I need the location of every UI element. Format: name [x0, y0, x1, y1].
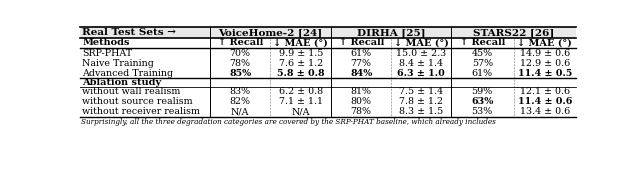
Text: Real Test Sets →: Real Test Sets → [83, 28, 177, 37]
Text: 14.9 ± 0.6: 14.9 ± 0.6 [520, 49, 570, 58]
Text: without source realism: without source realism [83, 97, 193, 106]
Text: ↓ MAE (°): ↓ MAE (°) [273, 39, 328, 47]
Text: 85%: 85% [229, 69, 252, 78]
Text: ↑ Recall: ↑ Recall [339, 39, 384, 47]
Text: N/A: N/A [231, 107, 250, 116]
Text: 77%: 77% [351, 59, 372, 68]
Text: N/A: N/A [291, 107, 310, 116]
Text: 82%: 82% [230, 97, 251, 106]
Text: 7.1 ± 1.1: 7.1 ± 1.1 [279, 97, 323, 106]
Text: 61%: 61% [472, 69, 493, 78]
Text: 12.1 ± 0.6: 12.1 ± 0.6 [520, 87, 570, 96]
Text: without receiver realism: without receiver realism [83, 107, 200, 116]
Text: 13.4 ± 0.6: 13.4 ± 0.6 [520, 107, 570, 116]
Text: 59%: 59% [472, 87, 493, 96]
Text: 7.8 ± 1.2: 7.8 ± 1.2 [399, 97, 444, 106]
Text: 7.6 ± 1.2: 7.6 ± 1.2 [278, 59, 323, 68]
Text: ↑ Recall: ↑ Recall [460, 39, 505, 47]
Text: SRP-PHAT: SRP-PHAT [83, 49, 132, 58]
Text: DIRHA [25]: DIRHA [25] [356, 28, 425, 37]
Bar [80, 27, 576, 38]
Text: 81%: 81% [351, 87, 372, 96]
Text: 12.9 ± 0.6: 12.9 ± 0.6 [520, 59, 570, 68]
Text: 6.2 ± 0.8: 6.2 ± 0.8 [278, 87, 323, 96]
Text: 5.8 ± 0.8: 5.8 ± 0.8 [277, 69, 324, 78]
Text: 9.9 ± 1.5: 9.9 ± 1.5 [278, 49, 323, 58]
Text: 11.4 ± 0.6: 11.4 ± 0.6 [518, 97, 572, 106]
Text: ↑ Recall: ↑ Recall [218, 39, 263, 47]
Text: Methods: Methods [83, 39, 130, 47]
Text: 6.3 ± 1.0: 6.3 ± 1.0 [397, 69, 445, 78]
Text: Ablation study: Ablation study [83, 78, 162, 87]
Text: 57%: 57% [472, 59, 493, 68]
Text: 15.0 ± 2.3: 15.0 ± 2.3 [396, 49, 446, 58]
Text: Advanced Training: Advanced Training [83, 69, 173, 78]
Text: 61%: 61% [351, 49, 372, 58]
Text: 11.4 ± 0.5: 11.4 ± 0.5 [518, 69, 572, 78]
Text: 70%: 70% [230, 49, 251, 58]
Text: 84%: 84% [350, 69, 372, 78]
Text: Naive Training: Naive Training [83, 59, 154, 68]
Text: 78%: 78% [230, 59, 251, 68]
Text: ↓ MAE (°): ↓ MAE (°) [394, 39, 449, 47]
Text: 63%: 63% [471, 97, 493, 106]
Text: VoiceHome-2 [24]: VoiceHome-2 [24] [218, 28, 323, 37]
Text: 83%: 83% [230, 87, 251, 96]
Text: 8.4 ± 1.4: 8.4 ± 1.4 [399, 59, 444, 68]
Text: ↓ MAE (°): ↓ MAE (°) [517, 39, 572, 47]
Text: 7.5 ± 1.4: 7.5 ± 1.4 [399, 87, 444, 96]
Text: Surprisingly, all the three degradation categories are covered by the SRP-PHAT b: Surprisingly, all the three degradation … [81, 118, 496, 126]
Text: 53%: 53% [472, 107, 493, 116]
Text: STARS22 [26]: STARS22 [26] [473, 28, 554, 37]
Text: 78%: 78% [351, 107, 372, 116]
Text: 8.3 ± 1.5: 8.3 ± 1.5 [399, 107, 444, 116]
Text: 80%: 80% [351, 97, 372, 106]
Text: without wall realism: without wall realism [83, 87, 181, 96]
Text: 45%: 45% [472, 49, 493, 58]
